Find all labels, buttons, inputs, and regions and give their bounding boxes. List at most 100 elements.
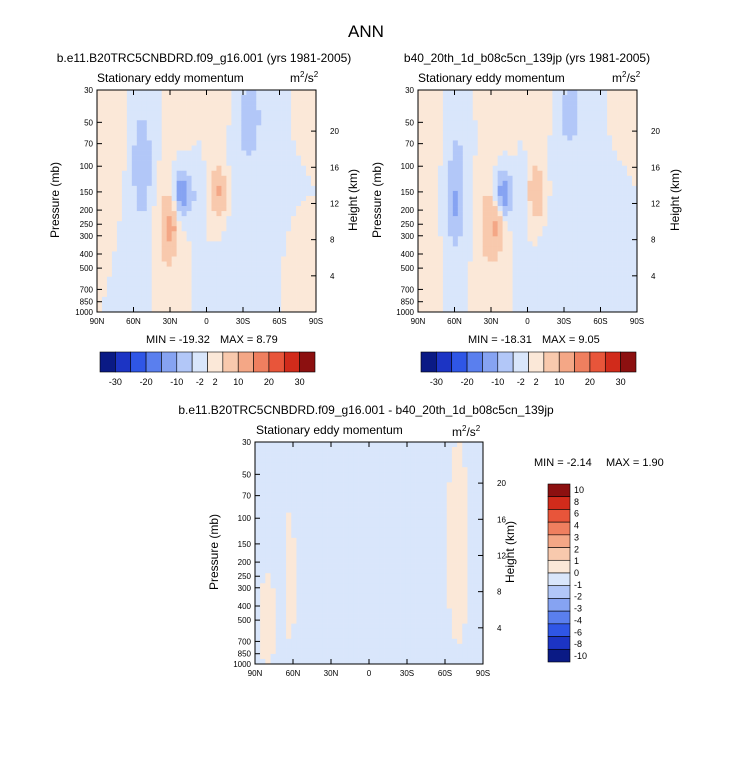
heatmap-cell xyxy=(572,201,578,207)
heatmap-cell xyxy=(557,306,563,313)
heatmap-cell xyxy=(452,100,459,106)
heatmap-cell xyxy=(211,261,217,267)
heatmap-cell xyxy=(241,206,247,212)
heatmap-cell xyxy=(121,95,128,101)
heatmap-cell xyxy=(286,507,292,513)
heatmap-cell xyxy=(171,130,177,136)
heatmap-cell xyxy=(427,110,434,116)
heatmap-cell xyxy=(363,512,370,518)
heatmap-cell xyxy=(527,246,533,252)
heatmap-cell xyxy=(176,195,182,202)
heatmap-cell xyxy=(612,271,618,277)
heatmap-cell xyxy=(256,226,262,232)
heatmap-cell xyxy=(607,130,613,136)
heatmap-cell xyxy=(562,261,568,267)
heatmap-cell xyxy=(582,251,588,257)
heatmap-cell xyxy=(452,271,459,277)
heatmap-cell xyxy=(577,135,583,141)
heatmap-cell xyxy=(196,261,202,267)
heatmap-cell xyxy=(275,593,282,599)
heatmap-cell xyxy=(166,90,172,96)
heatmap-cell xyxy=(587,291,593,298)
heatmap-cell xyxy=(106,155,113,161)
heatmap-cell xyxy=(547,281,553,288)
heatmap-cell xyxy=(141,190,148,197)
heatmap-cell xyxy=(151,296,158,303)
heatmap-cell xyxy=(201,256,207,262)
heatmap-cell xyxy=(97,261,103,267)
heatmap-cell xyxy=(363,542,370,549)
heatmap-cell xyxy=(418,110,424,116)
heatmap-cell xyxy=(136,145,143,151)
heatmap-cell xyxy=(286,658,292,665)
heatmap-cell xyxy=(432,130,439,136)
heatmap-cell xyxy=(332,507,339,513)
heatmap-cell xyxy=(317,542,323,549)
heatmap-cell xyxy=(542,276,548,283)
heatmap-cell xyxy=(136,100,143,106)
heatmap-cell xyxy=(306,522,313,529)
heatmap-cell xyxy=(527,276,533,283)
heatmap-cell xyxy=(522,125,528,131)
heatmap-cell xyxy=(141,125,148,131)
heatmap-cell xyxy=(296,457,302,463)
heatmap-cell xyxy=(482,286,488,293)
heatmap-cell xyxy=(101,120,108,126)
heatmap-cell xyxy=(418,266,424,272)
heatmap-cell xyxy=(632,140,638,146)
heatmap-cell xyxy=(131,155,138,161)
heatmap-cell xyxy=(557,261,563,267)
heatmap-cell xyxy=(171,190,177,197)
heatmap-cell xyxy=(522,301,528,308)
heatmap-cell xyxy=(502,185,508,192)
heatmap-cell xyxy=(291,271,297,277)
heatmap-cell xyxy=(255,653,261,660)
heatmap-cell xyxy=(206,206,212,212)
heatmap-cell xyxy=(116,271,123,277)
heatmap-cell xyxy=(437,306,444,313)
heatmap-cell xyxy=(286,522,292,529)
heatmap-cell xyxy=(206,95,212,101)
heatmap-cell xyxy=(532,211,538,217)
heatmap-cell xyxy=(280,512,287,518)
heatmap-cell xyxy=(226,105,232,111)
heatmap-cell xyxy=(343,512,349,518)
heatmap-cell xyxy=(477,160,484,166)
heatmap-cell xyxy=(592,115,598,121)
heatmap-cell xyxy=(281,175,287,182)
heatmap-cell xyxy=(502,100,508,106)
heatmap-cell xyxy=(462,266,469,272)
heatmap-cell xyxy=(246,110,252,116)
heatmap-cell xyxy=(467,155,474,161)
heatmap-cell xyxy=(547,175,553,182)
heatmap-cell xyxy=(587,231,593,237)
heatmap-cell xyxy=(265,507,271,513)
heatmap-cell xyxy=(317,593,323,599)
heatmap-cell xyxy=(216,246,222,252)
heatmap-cell xyxy=(418,281,424,288)
heatmap-cell xyxy=(467,266,474,272)
heatmap-cell xyxy=(447,231,454,237)
heatmap-cell xyxy=(191,135,197,141)
heatmap-cell xyxy=(151,145,158,151)
heatmap-cell xyxy=(251,216,257,222)
heatmap-cell xyxy=(206,160,212,166)
heatmap-cell xyxy=(537,261,543,267)
heatmap-cell xyxy=(236,195,242,202)
heatmap-cell xyxy=(317,467,323,473)
heatmap-cell xyxy=(457,195,464,202)
heatmap-cell xyxy=(617,261,623,267)
heatmap-cell xyxy=(101,150,108,156)
heatmap-cell xyxy=(291,618,297,624)
heatmap-cell xyxy=(136,276,143,283)
heatmap-cell xyxy=(332,563,339,569)
heatmap-cell xyxy=(597,211,603,217)
heatmap-cell xyxy=(211,125,217,131)
heatmap-cell xyxy=(492,145,498,151)
heatmap-cell xyxy=(186,261,192,267)
heatmap-cell xyxy=(270,497,277,503)
heatmap-cell xyxy=(265,598,271,604)
heatmap-cell xyxy=(156,306,163,313)
heatmap-cell xyxy=(186,286,192,293)
heatmap-cell xyxy=(196,306,202,313)
